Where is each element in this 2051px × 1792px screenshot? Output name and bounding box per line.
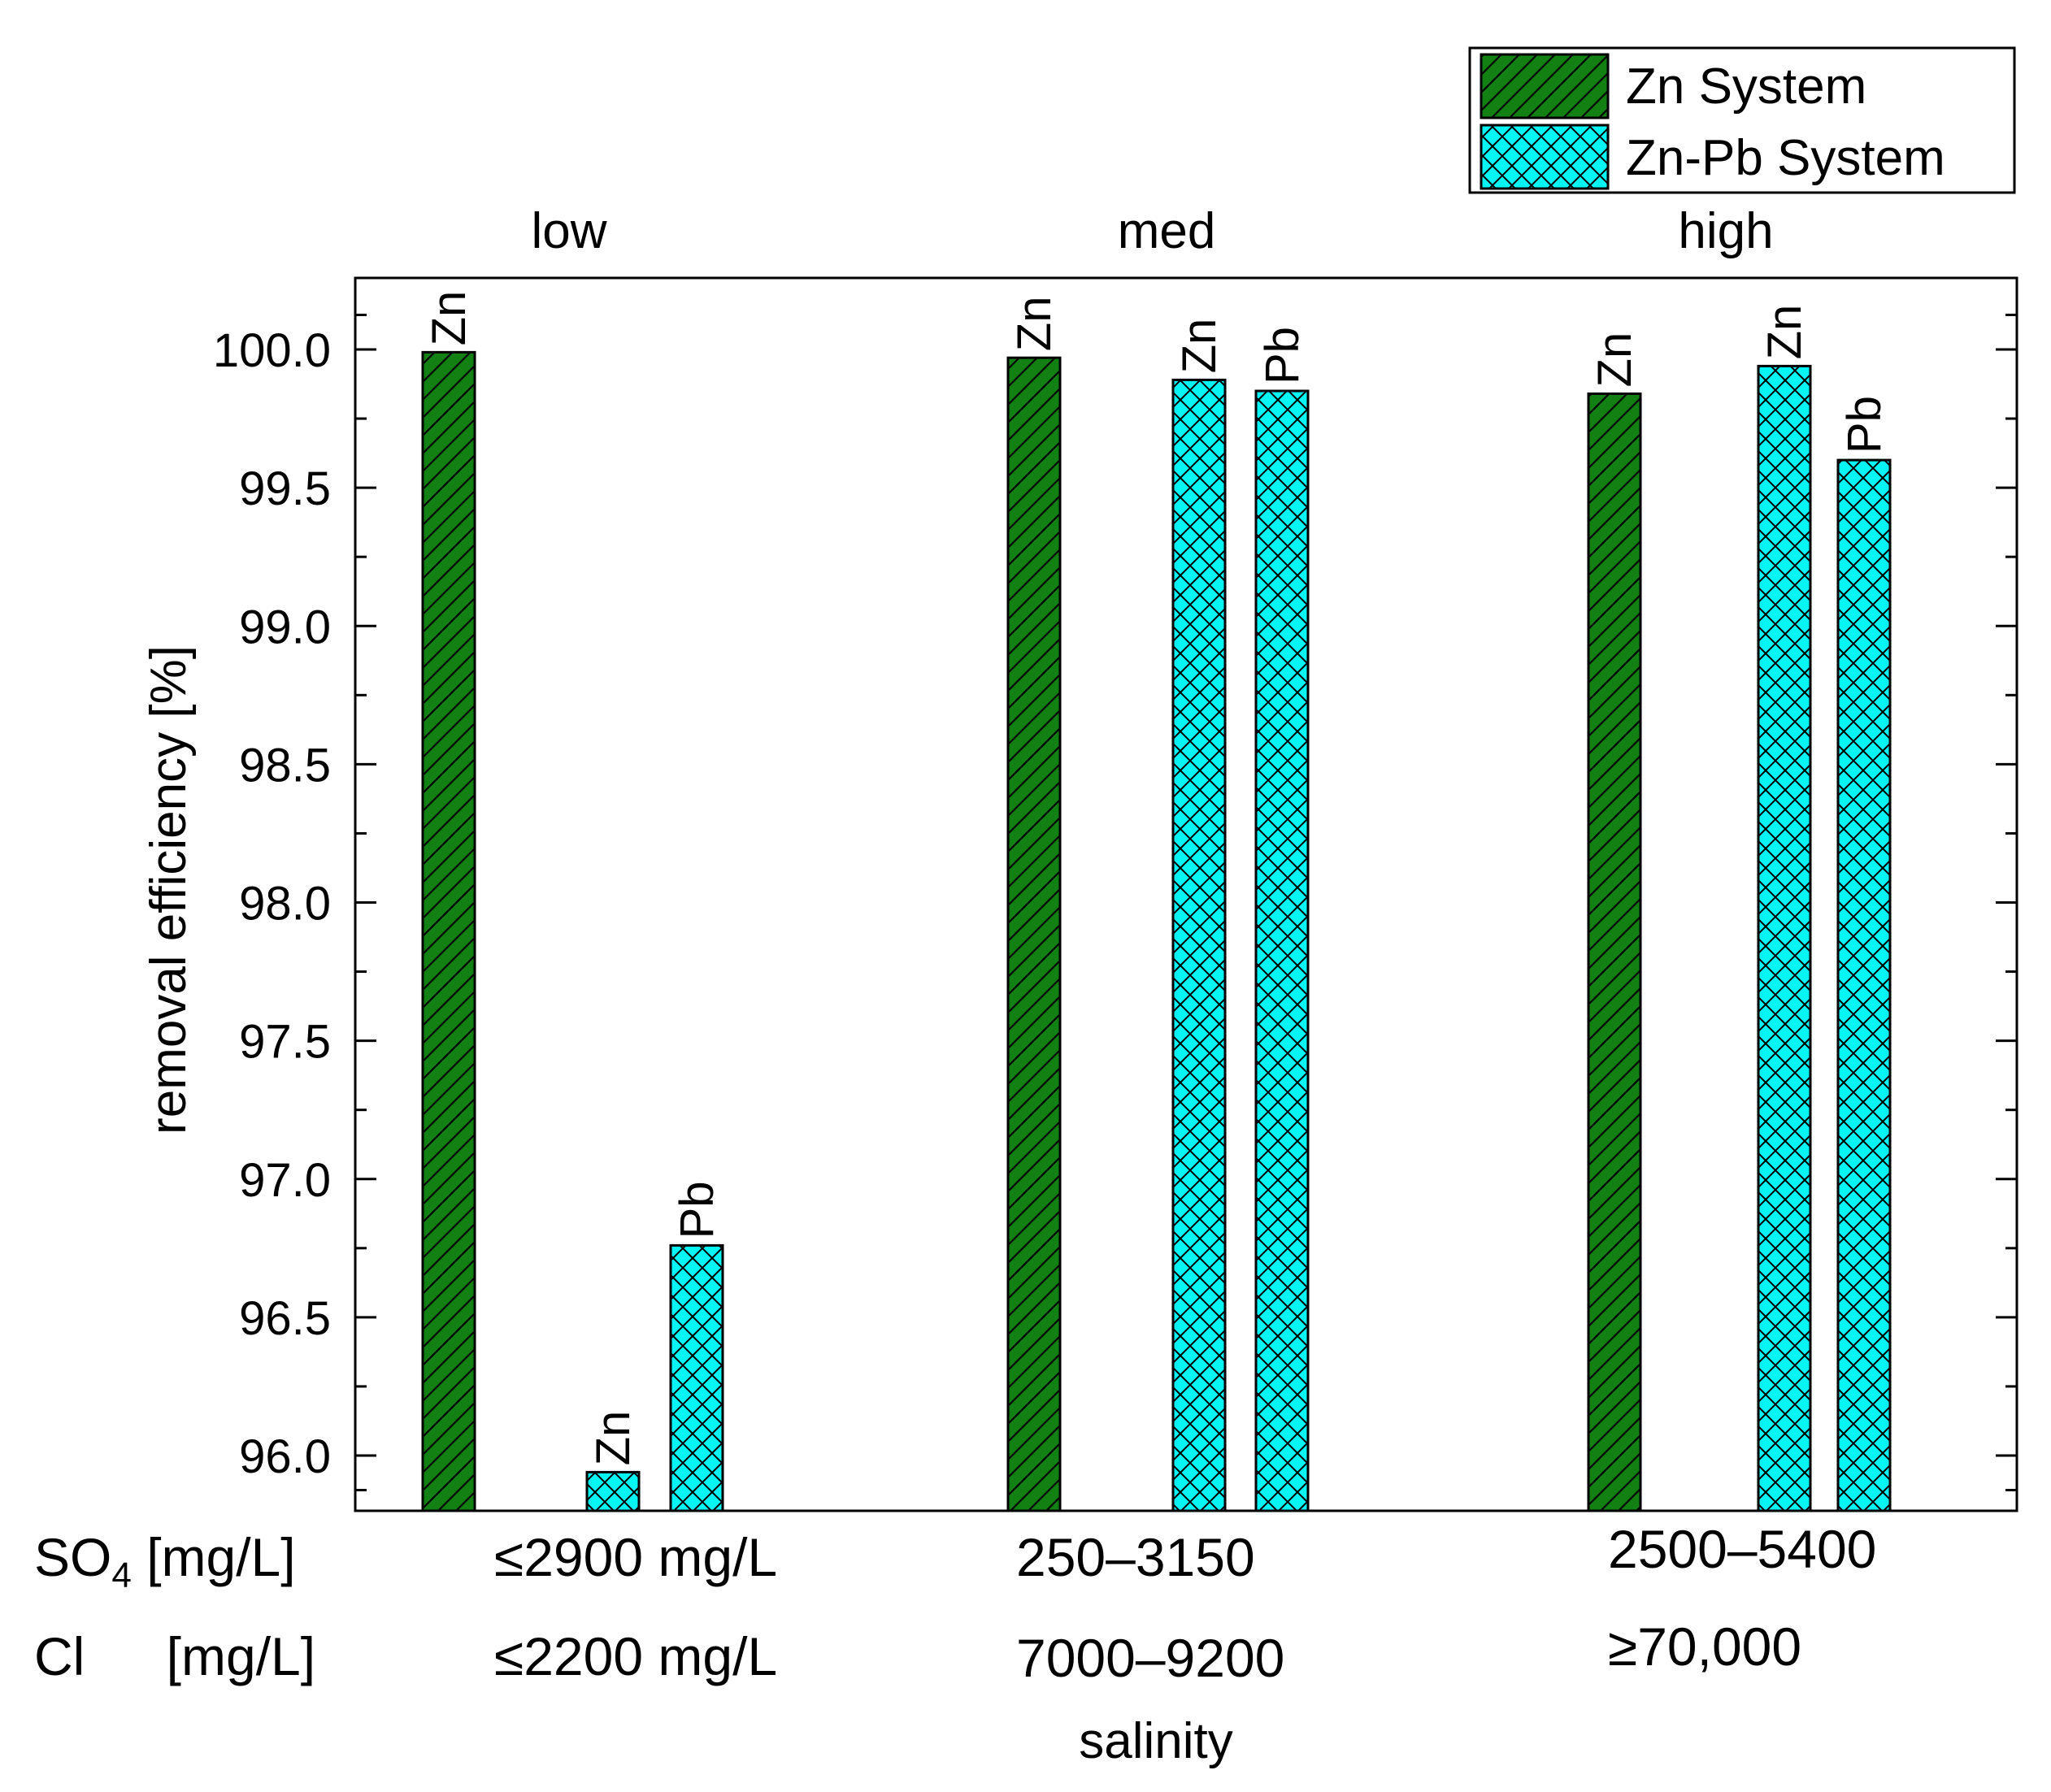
legend-swatch-zn-pb-system	[1480, 124, 1610, 190]
bar-label-med-znpb-zn: Zn	[1173, 319, 1226, 374]
legend: Zn System Zn-Pb System	[1468, 46, 2016, 194]
legend-swatch-zn-system	[1480, 53, 1610, 119]
cl-value-low: ≤2200 mg/L	[494, 1626, 778, 1686]
legend-label-zn-pb-system: Zn-Pb System	[1626, 130, 1945, 186]
plot-frame	[354, 276, 2018, 1512]
bar-low-zn-zn	[421, 350, 476, 1512]
cl-value-med: 7000–9200	[1016, 1628, 1285, 1688]
so4-unit: [mg/L]	[146, 1527, 296, 1587]
y-tick-label: 99.5	[239, 462, 331, 515]
y-tick-label: 96.5	[239, 1292, 331, 1345]
bar-label-med-zn-zn: Zn	[1008, 297, 1061, 352]
y-tick-label: 99.0	[239, 601, 331, 653]
so4-subscript: 4	[111, 1556, 132, 1595]
so4-value-low: ≤2900 mg/L	[494, 1527, 778, 1587]
so4-label: SO	[34, 1527, 112, 1587]
bar-high-zn-zn	[1587, 392, 1642, 1512]
bar-med-znpb-zn	[1171, 378, 1227, 1512]
bar-label-med-znpb-pb: Pb	[1256, 327, 1309, 384]
y-tick-label: 97.0	[239, 1154, 331, 1207]
y-tick-label: 98.5	[239, 739, 331, 792]
bar-label-low-znpb-zn: Zn	[587, 1411, 640, 1466]
so4-value-med: 250–3150	[1016, 1527, 1255, 1587]
y-tick-label: 97.5	[239, 1016, 331, 1069]
legend-label-zn-system: Zn System	[1626, 59, 1866, 115]
cl-row-label: Cl [mg/L]	[34, 1629, 315, 1683]
so4-value-high: 2500–5400	[1608, 1519, 1877, 1579]
bar-label-high-znpb-pb: Pb	[1838, 396, 1891, 453]
category-label-high: high	[1678, 203, 1773, 259]
cl-label: Cl	[34, 1626, 85, 1686]
bar-label-high-znpb-zn: Zn	[1758, 305, 1811, 360]
cl-value-high: ≥70,000	[1608, 1616, 1802, 1677]
bar-low-znpb-pb	[669, 1243, 724, 1512]
bar-high-znpb-pb	[1836, 458, 1892, 1512]
y-tick-label: 100.0	[213, 324, 331, 377]
bar-label-low-zn-zn: Zn	[423, 291, 476, 346]
bar-med-zn-zn	[1006, 356, 1062, 1512]
so4-row-label: SO4 [mg/L]	[34, 1530, 296, 1594]
category-label-med: med	[1118, 203, 1216, 259]
cl-unit: [mg/L]	[166, 1626, 316, 1686]
y-tick-label: 96.0	[239, 1430, 331, 1483]
category-label-low: low	[531, 203, 606, 259]
bar-med-znpb-pb	[1254, 389, 1310, 1512]
bar-low-znpb-zn	[585, 1470, 641, 1512]
y-axis-title: removal efficiency [%]	[141, 645, 197, 1135]
x-axis-title: salinity	[1079, 1713, 1233, 1769]
bar-high-znpb-zn	[1757, 364, 1812, 1512]
bar-label-low-znpb-pb: Pb	[671, 1181, 723, 1239]
bar-label-high-zn-zn: Zn	[1588, 332, 1641, 388]
y-tick-label: 98.0	[239, 878, 331, 931]
